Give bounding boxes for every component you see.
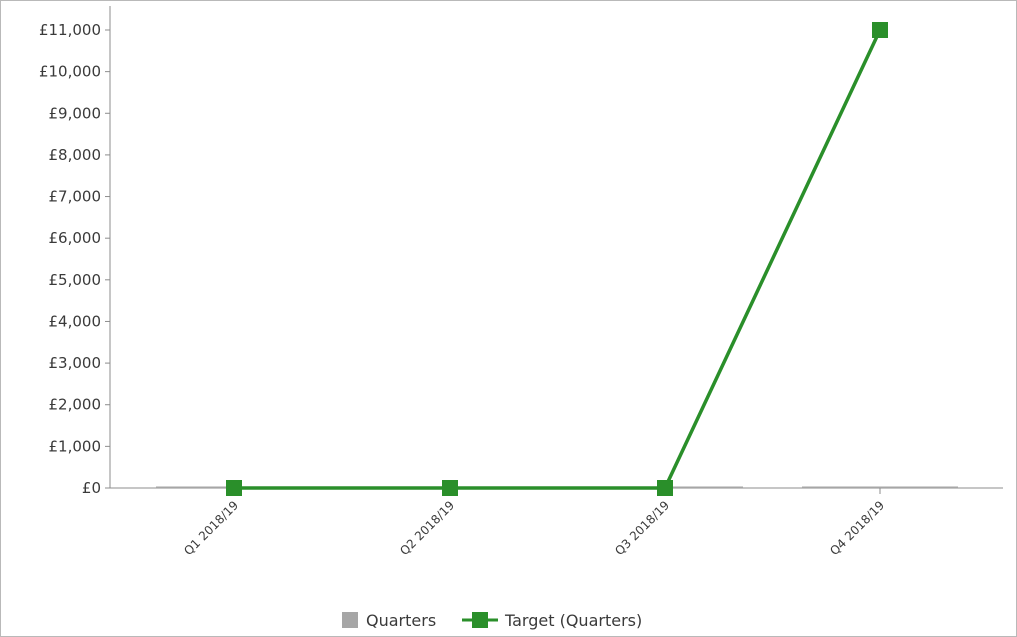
- axes: [109, 6, 1003, 489]
- legend: Quarters Target (Quarters): [342, 611, 642, 630]
- target-point: [226, 480, 242, 496]
- y-tick-label: £0: [82, 479, 101, 497]
- target-point: [872, 22, 888, 38]
- x-tick-label: Q3 2018/19: [612, 498, 672, 558]
- legend-quarters-swatch: [342, 612, 358, 628]
- y-tick-label: £1,000: [49, 437, 102, 455]
- y-tick-label: £11,000: [39, 21, 101, 39]
- legend-quarters-label: Quarters: [366, 611, 436, 630]
- y-axis-ticks: £0 £1,000 £2,000 £3,000 £4,000 £5,000 £6,000 £7…: [39, 21, 110, 497]
- target-series: [226, 22, 888, 496]
- x-tick-label: Q4 2018/19: [827, 498, 887, 558]
- x-tick-label: Q2 2018/19: [397, 498, 457, 558]
- y-tick-label: £7,000: [49, 188, 102, 206]
- x-axis-ticks: Q1 2018/19 Q2 2018/19 Q3 2018/19 Q4 2018/19: [181, 488, 887, 558]
- y-tick-label: £10,000: [39, 63, 101, 81]
- y-tick-label: £4,000: [49, 312, 102, 330]
- x-tick-label: Q1 2018/19: [181, 498, 241, 558]
- target-line: [234, 29, 882, 490]
- legend-target-marker: [472, 612, 488, 628]
- y-tick-label: £2,000: [49, 396, 102, 414]
- target-point: [442, 480, 458, 496]
- y-tick-label: £9,000: [49, 104, 102, 122]
- legend-target-label: Target (Quarters): [504, 611, 642, 630]
- y-tick-label: £3,000: [49, 354, 102, 372]
- target-point: [657, 480, 673, 496]
- y-tick-label: £5,000: [49, 271, 102, 289]
- y-tick-label: £8,000: [49, 146, 102, 164]
- y-tick-label: £6,000: [49, 229, 102, 247]
- quarters-bar: [802, 486, 958, 488]
